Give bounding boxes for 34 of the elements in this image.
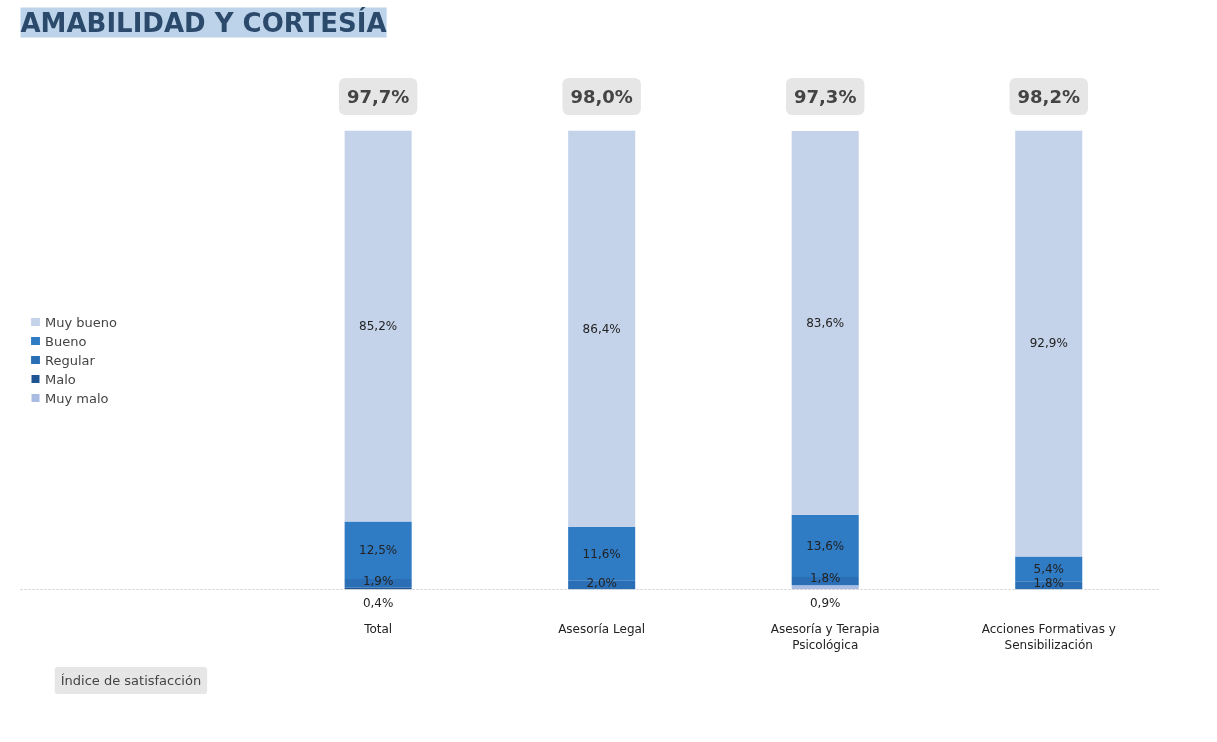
bar — [568, 130, 636, 528]
bar — [1015, 130, 1083, 557]
data-label: 13,6% — [806, 538, 845, 553]
x-tick-label: Acciones Formativas y Sensibilización — [981, 621, 1116, 653]
bar — [791, 130, 859, 515]
data-label: 1,8% — [1033, 575, 1064, 590]
data-label: 12,5% — [359, 543, 398, 558]
text: 98,0% — [570, 85, 633, 107]
data-label: 2,0% — [586, 575, 617, 590]
legend-label: Muy bueno — [45, 314, 117, 329]
chart-title: AMABILIDAD Y CORTESÍA — [20, 6, 387, 38]
legend-label: Muy malo — [45, 390, 109, 405]
data-label: 85,2% — [359, 319, 398, 334]
x-tick-label: Asesoría Legal — [558, 621, 646, 636]
x-tick-label: Asesoría y Terapia Psicológica — [770, 621, 880, 653]
data-label: 86,4% — [582, 321, 621, 336]
data-label: 11,6% — [582, 546, 621, 561]
data-label: 0,4% — [362, 595, 394, 610]
text: Índice de satisfacción — [60, 673, 202, 688]
text: 98,2% — [1017, 85, 1080, 107]
data-label: 1,8% — [809, 571, 841, 586]
text: 97,7% — [346, 85, 410, 107]
legend-label: Bueno — [45, 333, 87, 348]
bar — [791, 585, 859, 590]
data-label: 1,9% — [362, 573, 394, 588]
data-label: 83,6% — [806, 315, 845, 330]
legend-label: Regular — [45, 352, 95, 367]
data-label: 5,4% — [1033, 561, 1064, 576]
x-tick-label: Total — [363, 621, 393, 636]
bar — [344, 130, 412, 522]
data-label: 0,9% — [809, 595, 841, 610]
data-label: 92,9% — [1029, 336, 1068, 351]
text: 97,3% — [793, 85, 857, 107]
legend-label: Malo — [45, 371, 76, 386]
